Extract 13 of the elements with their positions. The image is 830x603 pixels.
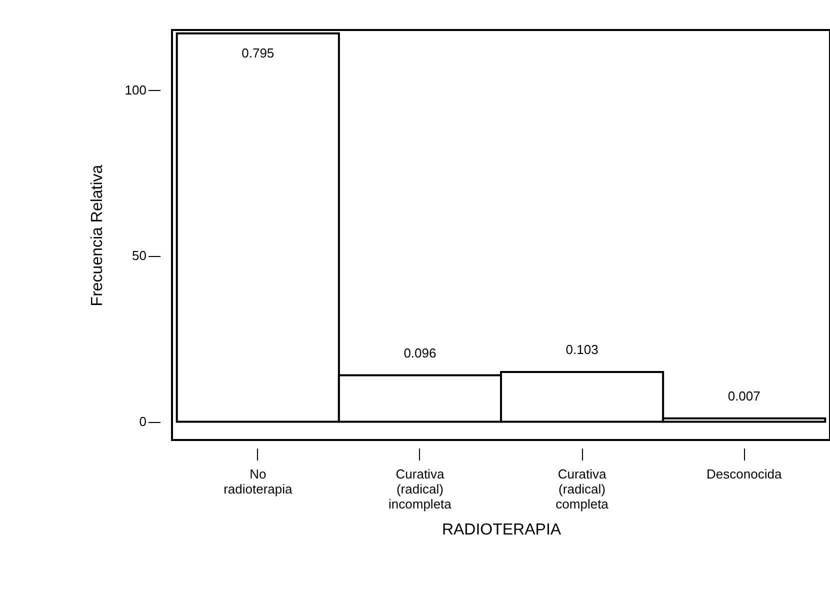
x-tick-label: Curativa (radical) completa [556,466,610,512]
x-tick-label: No radioterapia [224,466,293,496]
annotation: 0.096 [404,345,436,360]
annotation: 0.103 [566,342,598,357]
y-tick-label: 50 [132,248,146,264]
y-tick-label: 0 [139,414,146,430]
annotation: 0.007 [728,388,760,404]
x-tick-label: Curativa (radical) incompleta [388,466,452,512]
annotation: 0.795 [242,45,274,60]
y-tick-label: 100 [124,82,146,98]
y-axis-title: Frecuencia Relativa [88,164,106,306]
x-axis-title: RADIOTERAPIA [442,522,562,538]
x-tick-label: Desconocida [706,466,782,482]
